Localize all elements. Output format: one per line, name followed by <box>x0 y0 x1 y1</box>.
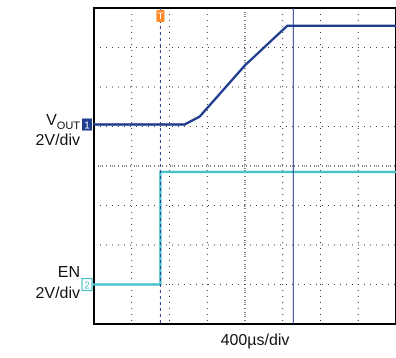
en-trace <box>92 170 396 286</box>
vout-name-subscript: OUT <box>56 120 80 132</box>
scope-traces <box>92 24 396 286</box>
scope-markers: 1 2 T <box>81 8 294 324</box>
trigger-marker-label: T <box>158 11 164 21</box>
x-axis-scale-label: 400µs/div <box>220 332 290 349</box>
en-channel-label: EN <box>57 264 80 281</box>
channel-2-marker-label: 2 <box>84 281 90 292</box>
vout-trace <box>92 24 396 126</box>
vout-scale-label: 2V/div <box>35 132 80 149</box>
channel-1-marker <box>82 118 92 131</box>
en-scale-label: 2V/div <box>35 285 80 302</box>
channel-1-marker-label: 1 <box>84 121 90 132</box>
vout-channel-label: VOUT <box>16 112 80 132</box>
scope-grid <box>93 7 396 325</box>
vout-name-main: V <box>46 112 57 129</box>
channel-2-marker <box>81 277 93 292</box>
trigger-marker <box>156 10 165 22</box>
